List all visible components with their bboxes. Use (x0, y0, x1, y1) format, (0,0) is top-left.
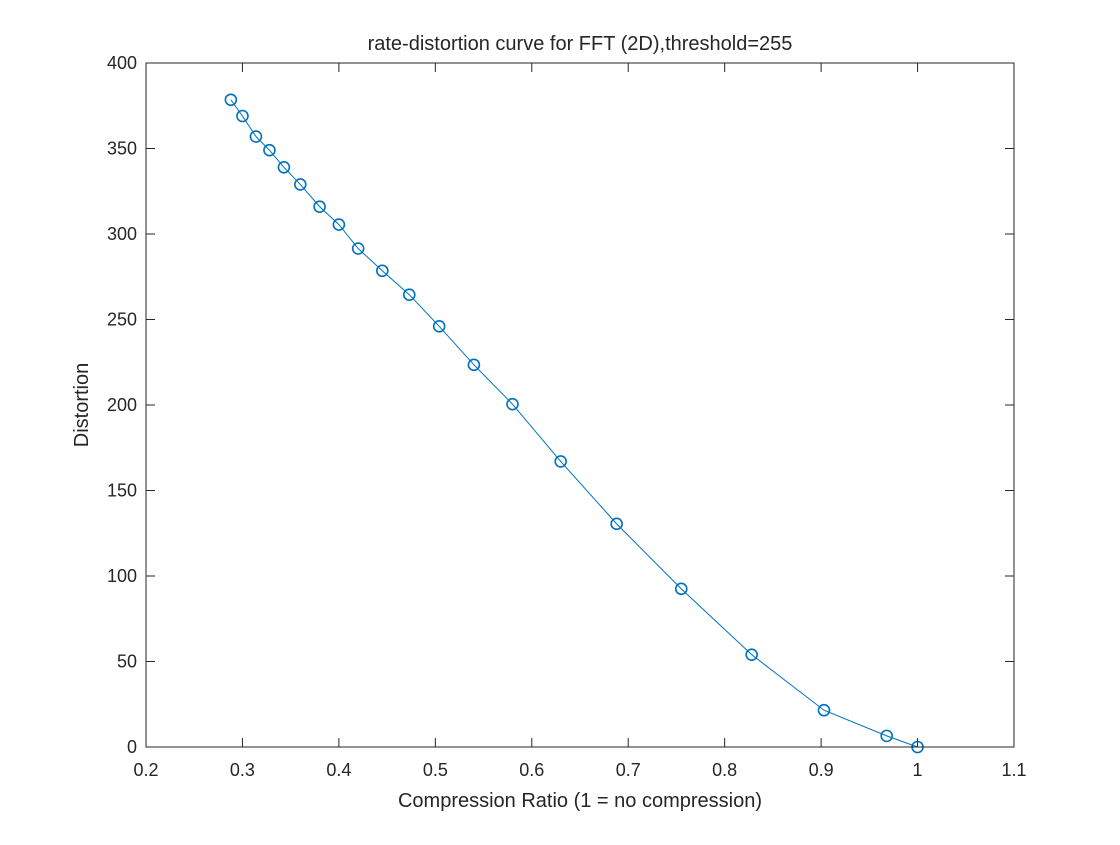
x-tick-labels: 0.2 0.3 0.4 0.5 0.6 0.7 0.8 0.9 1 1.1 (133, 760, 1026, 780)
x-tick-label: 1.1 (1001, 760, 1026, 780)
y-tick-label: 100 (107, 566, 137, 586)
chart-title: rate-distortion curve for FFT (2D),thres… (368, 33, 793, 55)
plot-axes-box (145, 62, 1015, 748)
y-tick-label: 300 (107, 224, 137, 244)
data-point-marker (224, 93, 238, 107)
y-tick-label: 400 (107, 53, 137, 73)
y-tick-label: 250 (107, 310, 137, 330)
data-point-marker (817, 703, 831, 717)
data-point-marker (332, 218, 346, 231)
plot-background (146, 63, 1014, 747)
series-line (230, 99, 918, 748)
data-point-marker (610, 517, 623, 531)
data-point-marker (506, 397, 519, 411)
x-tick-label: 0.2 (133, 760, 158, 780)
x-tick-label: 1 (913, 760, 923, 780)
data-point-marker (554, 455, 568, 468)
data-point-marker (432, 320, 446, 333)
data-point-marker (467, 358, 481, 372)
data-point-marker (375, 264, 389, 278)
x-axis-title: Compression Ratio (1 = no compression) (398, 790, 762, 812)
data-point-marker (249, 130, 263, 143)
y-tick-label: 50 (117, 652, 137, 672)
y-tick-label: 200 (107, 395, 137, 415)
data-point-marker (263, 143, 276, 157)
data-series (224, 93, 924, 754)
data-point-marker (277, 161, 291, 174)
data-point-marker (351, 242, 365, 255)
x-tick-label: 0.6 (519, 760, 544, 780)
y-tick-label: 150 (107, 481, 137, 501)
x-tick-label: 0.9 (809, 760, 834, 780)
y-tick-labels: 0 50 100 150 200 250 300 350 400 (107, 53, 137, 757)
y-tick-label: 0 (127, 737, 137, 757)
y-axis-title: Distortion (71, 363, 93, 447)
y-tick-label: 350 (107, 139, 137, 159)
data-point-marker (880, 729, 893, 743)
data-point-marker (294, 178, 307, 191)
data-point-marker (313, 200, 326, 213)
x-tick-label: 0.5 (423, 760, 448, 780)
x-tick-label: 0.7 (616, 760, 641, 780)
data-point-marker (402, 288, 416, 302)
x-tick-label: 0.4 (326, 760, 351, 780)
data-point-marker (745, 648, 758, 661)
data-point-marker (674, 582, 688, 596)
x-tick-label: 0.8 (712, 760, 737, 780)
data-point-marker (236, 109, 249, 123)
x-tick-label: 0.3 (230, 760, 255, 780)
